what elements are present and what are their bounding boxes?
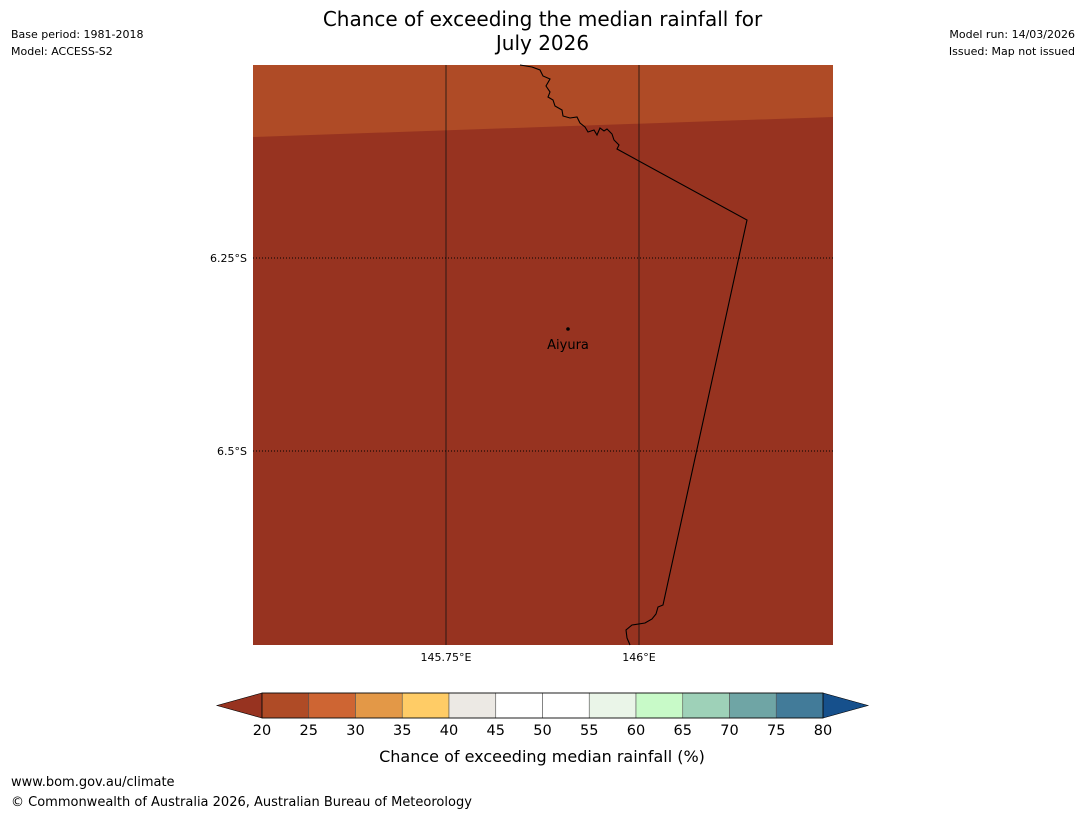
colorbar-tick-label: 75 [767, 723, 785, 739]
colorbar-segment [588, 692, 637, 719]
colorbar-tick-label: 45 [487, 723, 505, 739]
colorbar-segment [355, 692, 403, 719]
lon-label-146: 146°E [622, 651, 655, 664]
border-line [519, 64, 748, 646]
map-panel: Aiyura [253, 64, 833, 646]
model-name: Model: ACCESS-S2 [11, 45, 113, 58]
region-lower [253, 65, 833, 645]
base-period: Base period: 1981-2018 [11, 28, 144, 41]
lon-label-145-75: 145.75°E [421, 651, 472, 664]
colorbar-segment [635, 692, 684, 719]
colorbar-tick-label: 50 [533, 723, 551, 739]
colorbar-extend-high [822, 692, 870, 719]
colorbar-tick-label: 65 [674, 723, 692, 739]
colorbar-tick-label: 25 [300, 723, 318, 739]
colorbar-tick-label: 35 [393, 723, 411, 739]
map-title: Chance of exceeding the median rainfall … [0, 7, 1085, 55]
colorbar-tick-label: 40 [440, 723, 458, 739]
colorbar-segment [775, 692, 824, 719]
colorbar-tick-label: 80 [814, 723, 832, 739]
place-label: Aiyura [547, 338, 589, 353]
footer-url: www.bom.gov.au/climate [11, 775, 175, 790]
region-upper [253, 65, 833, 137]
meta-left: Base period: 1981-2018 Model: ACCESS-S2 [11, 26, 143, 60]
footer-copyright: © Commonwealth of Australia 2026, Austra… [11, 795, 472, 810]
lat-label-6-25: 6.25°S [210, 252, 247, 265]
colorbar-title: Chance of exceeding median rainfall (%) [379, 747, 705, 766]
meta-right: Model run: 14/03/2026 Issued: Map not is… [949, 26, 1075, 60]
colorbar-tick-label: 55 [580, 723, 598, 739]
colorbar-tick-label: 20 [253, 723, 271, 739]
colorbar-extend-low [215, 692, 263, 719]
colorbar-segment [682, 692, 730, 719]
colorbar-tick-label: 60 [627, 723, 645, 739]
title-line-2: July 2026 [495, 31, 590, 55]
colorbar-frame [261, 692, 824, 719]
colorbar-segment [542, 692, 590, 719]
model-run: Model run: 14/03/2026 [949, 28, 1075, 41]
colorbar-tick-label: 70 [720, 723, 738, 739]
issued-status: Issued: Map not issued [948, 45, 1075, 58]
colorbar-segment [308, 692, 356, 719]
colorbar-segment [401, 692, 450, 719]
place-marker [566, 327, 570, 331]
colorbar-segment [261, 692, 310, 719]
colorbar-tick-label: 30 [346, 723, 364, 739]
lat-label-6-5: 6.5°S [217, 445, 247, 458]
colorbar-segment [448, 692, 497, 719]
colorbar-segment [729, 692, 777, 719]
title-line-1: Chance of exceeding the median rainfall … [322, 7, 763, 31]
colorbar: 20 25 30 35 40 45 50 55 60 65 70 75 80 [215, 692, 870, 739]
colorbar-segment [495, 692, 543, 719]
map-figure: Aiyura 6.25°S 6.5°S 145.75°E 146°E 20 25 3… [210, 64, 870, 766]
